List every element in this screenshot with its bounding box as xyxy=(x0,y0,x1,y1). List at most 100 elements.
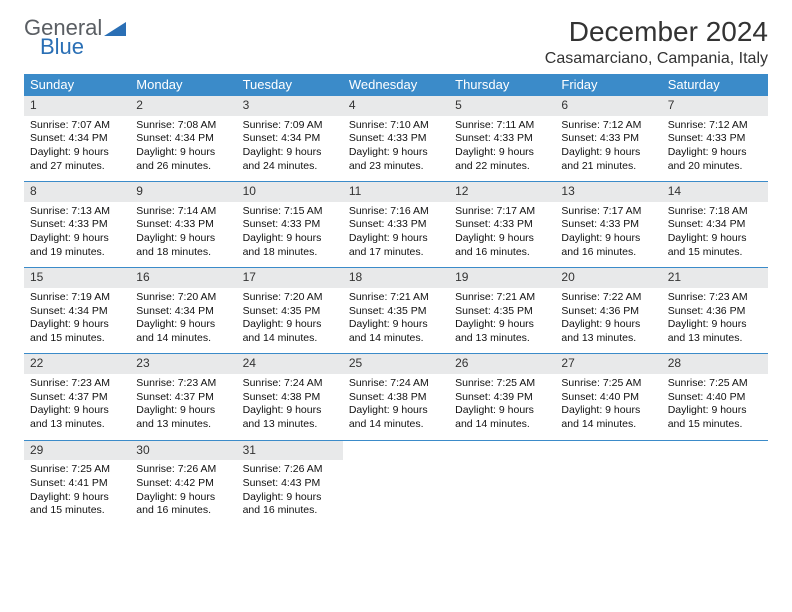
calendar-cell: 23Sunrise: 7:23 AMSunset: 4:37 PMDayligh… xyxy=(130,354,236,440)
logo-triangle-icon xyxy=(104,22,126,36)
daylight-text-line1: Daylight: 9 hours xyxy=(243,146,337,160)
calendar-cell: 16Sunrise: 7:20 AMSunset: 4:34 PMDayligh… xyxy=(130,268,236,354)
sunset-text: Sunset: 4:33 PM xyxy=(349,218,443,232)
sunset-text: Sunset: 4:38 PM xyxy=(349,391,443,405)
day-number: 23 xyxy=(130,354,236,374)
sunset-text: Sunset: 4:37 PM xyxy=(136,391,230,405)
calendar-cell: 17Sunrise: 7:20 AMSunset: 4:35 PMDayligh… xyxy=(237,268,343,354)
sunrise-text: Sunrise: 7:23 AM xyxy=(668,291,762,305)
daylight-text-line1: Daylight: 9 hours xyxy=(561,318,655,332)
logo: General Blue xyxy=(24,16,126,58)
daylight-text-line2: and 18 minutes. xyxy=(136,246,230,260)
daylight-text-line2: and 14 minutes. xyxy=(455,418,549,432)
day-content: Sunrise: 7:25 AMSunset: 4:39 PMDaylight:… xyxy=(449,374,555,440)
calendar-cell: 4Sunrise: 7:10 AMSunset: 4:33 PMDaylight… xyxy=(343,96,449,182)
day-number: 7 xyxy=(662,96,768,116)
sunrise-text: Sunrise: 7:14 AM xyxy=(136,205,230,219)
day-number: 28 xyxy=(662,354,768,374)
calendar-week-row: 8Sunrise: 7:13 AMSunset: 4:33 PMDaylight… xyxy=(24,182,768,268)
day-content: Sunrise: 7:25 AMSunset: 4:40 PMDaylight:… xyxy=(662,374,768,440)
daylight-text-line1: Daylight: 9 hours xyxy=(349,318,443,332)
day-number: 17 xyxy=(237,268,343,288)
calendar-cell: 12Sunrise: 7:17 AMSunset: 4:33 PMDayligh… xyxy=(449,182,555,268)
calendar-cell: 7Sunrise: 7:12 AMSunset: 4:33 PMDaylight… xyxy=(662,96,768,182)
daylight-text-line2: and 18 minutes. xyxy=(243,246,337,260)
day-header: Sunday xyxy=(24,74,130,96)
day-content: Sunrise: 7:19 AMSunset: 4:34 PMDaylight:… xyxy=(24,288,130,354)
day-number: 18 xyxy=(343,268,449,288)
day-header: Thursday xyxy=(449,74,555,96)
daylight-text-line2: and 20 minutes. xyxy=(668,160,762,174)
sunrise-text: Sunrise: 7:09 AM xyxy=(243,119,337,133)
calendar-cell xyxy=(555,440,661,526)
calendar-cell: 10Sunrise: 7:15 AMSunset: 4:33 PMDayligh… xyxy=(237,182,343,268)
day-number: 19 xyxy=(449,268,555,288)
sunrise-text: Sunrise: 7:17 AM xyxy=(561,205,655,219)
sunset-text: Sunset: 4:34 PM xyxy=(30,132,124,146)
day-number: 2 xyxy=(130,96,236,116)
sunset-text: Sunset: 4:34 PM xyxy=(243,132,337,146)
calendar-cell: 3Sunrise: 7:09 AMSunset: 4:34 PMDaylight… xyxy=(237,96,343,182)
day-content: Sunrise: 7:13 AMSunset: 4:33 PMDaylight:… xyxy=(24,202,130,268)
sunrise-text: Sunrise: 7:10 AM xyxy=(349,119,443,133)
day-header: Saturday xyxy=(662,74,768,96)
sunset-text: Sunset: 4:34 PM xyxy=(136,132,230,146)
daylight-text-line1: Daylight: 9 hours xyxy=(455,404,549,418)
page-header: General Blue December 2024 Casamarciano,… xyxy=(24,16,768,68)
sunrise-text: Sunrise: 7:07 AM xyxy=(30,119,124,133)
calendar-week-row: 22Sunrise: 7:23 AMSunset: 4:37 PMDayligh… xyxy=(24,354,768,440)
daylight-text-line1: Daylight: 9 hours xyxy=(561,146,655,160)
day-number: 31 xyxy=(237,441,343,461)
sunset-text: Sunset: 4:35 PM xyxy=(349,305,443,319)
day-number: 6 xyxy=(555,96,661,116)
day-number: 26 xyxy=(449,354,555,374)
calendar-cell: 20Sunrise: 7:22 AMSunset: 4:36 PMDayligh… xyxy=(555,268,661,354)
daylight-text-line2: and 14 minutes. xyxy=(243,332,337,346)
daylight-text-line2: and 23 minutes. xyxy=(349,160,443,174)
daylight-text-line2: and 16 minutes. xyxy=(455,246,549,260)
calendar-cell: 30Sunrise: 7:26 AMSunset: 4:42 PMDayligh… xyxy=(130,440,236,526)
day-content: Sunrise: 7:23 AMSunset: 4:36 PMDaylight:… xyxy=(662,288,768,354)
daylight-text-line1: Daylight: 9 hours xyxy=(455,318,549,332)
day-number: 24 xyxy=(237,354,343,374)
day-number: 5 xyxy=(449,96,555,116)
title-block: December 2024 Casamarciano, Campania, It… xyxy=(545,16,768,68)
sunset-text: Sunset: 4:40 PM xyxy=(561,391,655,405)
daylight-text-line2: and 13 minutes. xyxy=(455,332,549,346)
day-number: 22 xyxy=(24,354,130,374)
sunrise-text: Sunrise: 7:25 AM xyxy=(30,463,124,477)
calendar-cell: 8Sunrise: 7:13 AMSunset: 4:33 PMDaylight… xyxy=(24,182,130,268)
daylight-text-line2: and 13 minutes. xyxy=(243,418,337,432)
calendar-cell: 22Sunrise: 7:23 AMSunset: 4:37 PMDayligh… xyxy=(24,354,130,440)
daylight-text-line2: and 16 minutes. xyxy=(561,246,655,260)
daylight-text-line2: and 16 minutes. xyxy=(243,504,337,518)
sunrise-text: Sunrise: 7:26 AM xyxy=(243,463,337,477)
daylight-text-line2: and 15 minutes. xyxy=(668,418,762,432)
sunset-text: Sunset: 4:38 PM xyxy=(243,391,337,405)
sunset-text: Sunset: 4:40 PM xyxy=(668,391,762,405)
daylight-text-line1: Daylight: 9 hours xyxy=(349,232,443,246)
daylight-text-line2: and 27 minutes. xyxy=(30,160,124,174)
calendar-cell: 14Sunrise: 7:18 AMSunset: 4:34 PMDayligh… xyxy=(662,182,768,268)
daylight-text-line1: Daylight: 9 hours xyxy=(455,146,549,160)
day-content: Sunrise: 7:24 AMSunset: 4:38 PMDaylight:… xyxy=(343,374,449,440)
calendar-cell xyxy=(343,440,449,526)
day-number: 10 xyxy=(237,182,343,202)
sunset-text: Sunset: 4:33 PM xyxy=(668,132,762,146)
sunset-text: Sunset: 4:33 PM xyxy=(561,132,655,146)
sunset-text: Sunset: 4:37 PM xyxy=(30,391,124,405)
calendar-cell: 5Sunrise: 7:11 AMSunset: 4:33 PMDaylight… xyxy=(449,96,555,182)
daylight-text-line2: and 24 minutes. xyxy=(243,160,337,174)
day-number: 1 xyxy=(24,96,130,116)
sunrise-text: Sunrise: 7:24 AM xyxy=(243,377,337,391)
daylight-text-line2: and 19 minutes. xyxy=(30,246,124,260)
daylight-text-line1: Daylight: 9 hours xyxy=(136,146,230,160)
calendar-week-row: 1Sunrise: 7:07 AMSunset: 4:34 PMDaylight… xyxy=(24,96,768,182)
daylight-text-line1: Daylight: 9 hours xyxy=(561,404,655,418)
sunset-text: Sunset: 4:36 PM xyxy=(668,305,762,319)
sunrise-text: Sunrise: 7:23 AM xyxy=(30,377,124,391)
daylight-text-line1: Daylight: 9 hours xyxy=(30,146,124,160)
daylight-text-line1: Daylight: 9 hours xyxy=(243,318,337,332)
sunrise-text: Sunrise: 7:26 AM xyxy=(136,463,230,477)
day-content: Sunrise: 7:22 AMSunset: 4:36 PMDaylight:… xyxy=(555,288,661,354)
